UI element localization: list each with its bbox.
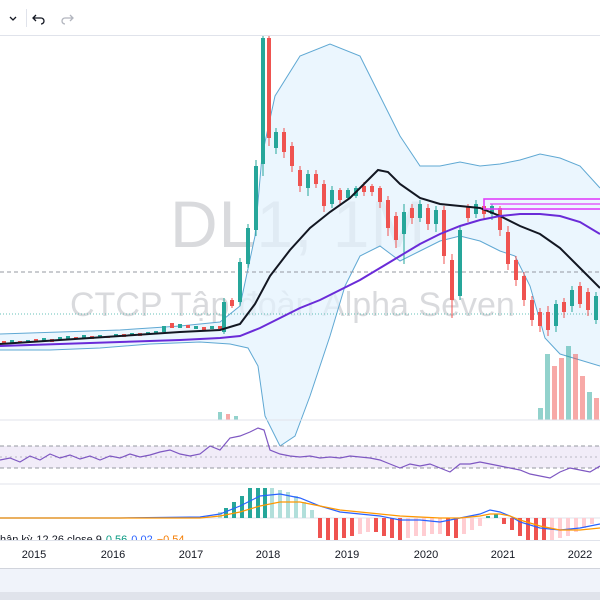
- top-toolbar: [0, 0, 600, 36]
- bollinger-band: [0, 44, 600, 446]
- x-tick-label: 2015: [21, 549, 47, 561]
- chevron-down-icon[interactable]: [2, 8, 24, 30]
- macd-line: [0, 493, 600, 531]
- ma-long-line: [0, 213, 600, 347]
- x-tick-label: 2017: [178, 549, 204, 561]
- rsi-line: [0, 427, 600, 479]
- bollinger-upper: [0, 43, 600, 335]
- time-axis[interactable]: 2015 2016 2017 2018 2019 2020 2021 2022: [0, 540, 600, 568]
- price-chart: [0, 36, 600, 542]
- signal-line: [0, 501, 600, 531]
- undo-icon[interactable]: [28, 8, 50, 30]
- toolbar-divider: [26, 9, 27, 27]
- redo-icon[interactable]: [56, 8, 78, 30]
- x-tick-label: 2022: [567, 549, 593, 561]
- x-tick-label: 2020: [413, 549, 439, 561]
- ma-short-line: [0, 168, 600, 345]
- chart-area[interactable]: DL1, 1M CTCP Tập đoàn Alpha Seven: [0, 36, 600, 568]
- highlight-box: [483, 198, 600, 210]
- x-tick-label: 2018: [255, 549, 281, 561]
- macd-histogram: [218, 488, 594, 542]
- horizontal-scrollbar[interactable]: [0, 592, 600, 600]
- x-tick-label: 2021: [490, 549, 516, 561]
- volume-bars: [218, 346, 599, 420]
- bollinger-lower: [0, 235, 600, 447]
- x-tick-label: 2019: [334, 549, 360, 561]
- x-tick-label: 2016: [100, 549, 126, 561]
